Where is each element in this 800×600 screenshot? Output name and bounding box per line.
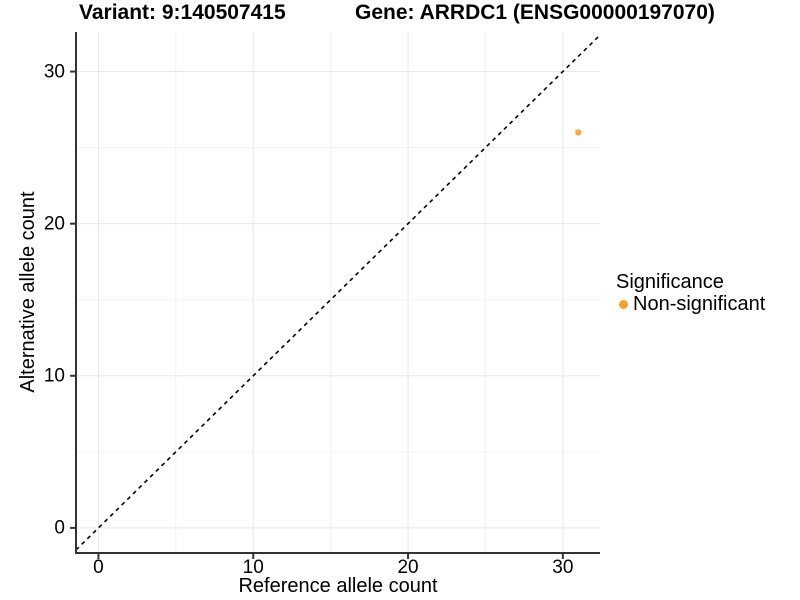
plot-title-gene: Gene: ARRDC1 (ENSG00000197070) <box>355 1 715 24</box>
y-tick-label: 30 <box>43 61 65 83</box>
legend-item-non-significant: Non-significant <box>616 294 765 314</box>
y-axis-title: Alternative allele count <box>17 191 39 393</box>
x-tick-label: 0 <box>93 557 104 578</box>
identity-line <box>76 34 600 551</box>
x-axis-title: Reference allele count <box>238 575 438 597</box>
x-tick-label: 30 <box>552 557 574 578</box>
x-tick-label: 20 <box>397 557 419 578</box>
y-tick-label: 0 <box>54 517 65 539</box>
y-tick-label: 20 <box>43 213 65 235</box>
plot-title-variant: Variant: 9:140507415 <box>79 1 286 24</box>
legend-item-label: Non-significant <box>633 293 766 315</box>
x-tick-label: 10 <box>242 557 264 578</box>
y-tick-label: 10 <box>43 365 65 387</box>
legend-point-icon <box>619 299 628 309</box>
legend-title: Significance <box>616 271 724 293</box>
legend: Significance Non-significant <box>616 272 765 314</box>
data-point <box>575 129 582 136</box>
